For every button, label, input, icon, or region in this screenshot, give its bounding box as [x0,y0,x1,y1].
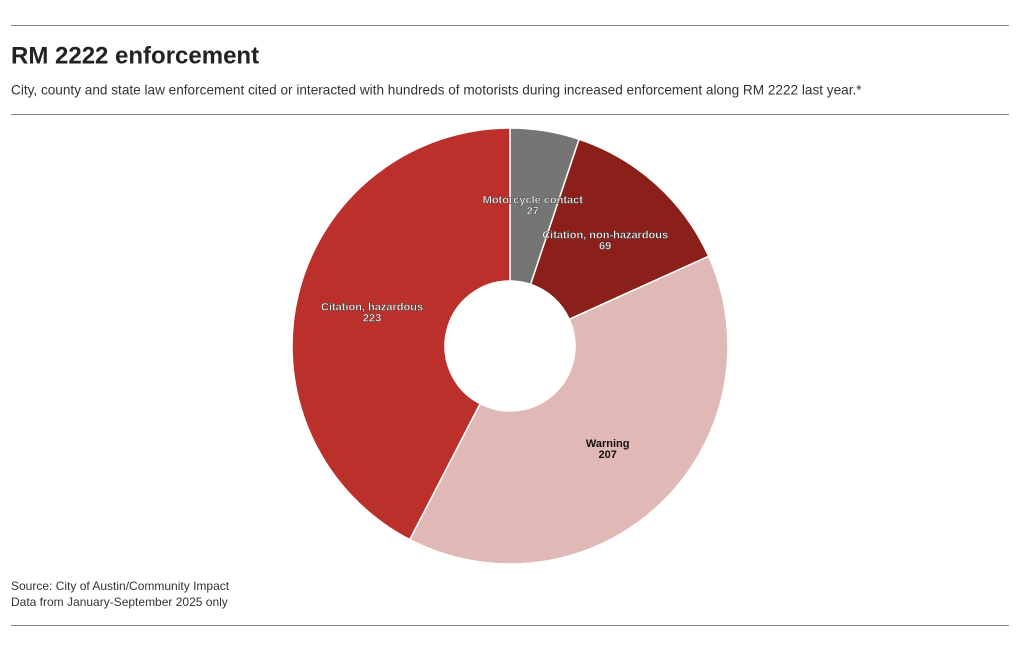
source: Source: City of Austin/Community Impact [11,579,230,593]
slice-value: 207 [598,449,616,461]
chart-title: RM 2222 enforcement [11,42,259,69]
slice [408,255,729,565]
chart-subtitle: City, county and state law enforcement c… [11,83,862,98]
slice-value: 27 [527,206,539,218]
slice-label: Motorcycle contact [483,195,584,207]
slice-label: Citation, non-hazardous [542,230,668,242]
slice-label: Warning [586,438,630,450]
slice [529,138,710,321]
slice-value: 69 [599,241,611,253]
slice-value: 223 [363,312,381,324]
slice-label: Citation, hazardous [321,301,423,313]
slice [291,127,511,541]
note: Data from January-September 2025 only [11,595,228,609]
